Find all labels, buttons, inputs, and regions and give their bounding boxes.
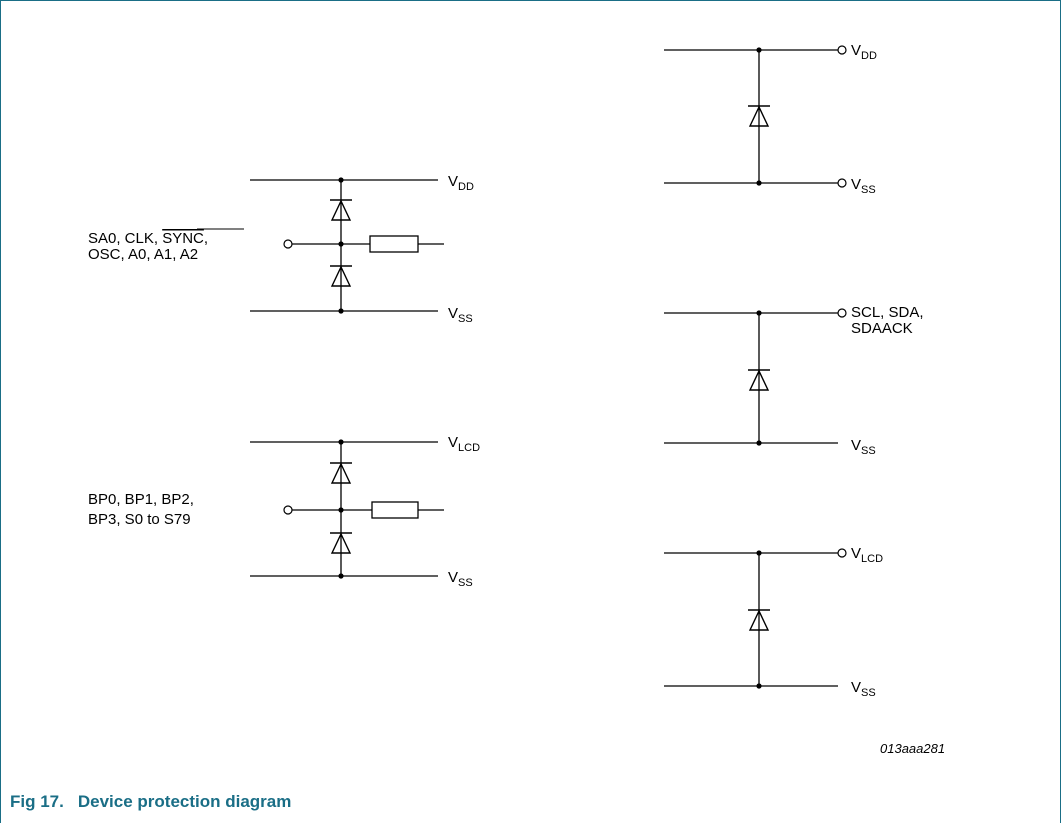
- input-label-line1: SA0, CLK, SYNC,: [88, 230, 208, 247]
- label-vdd: VDD: [448, 173, 474, 193]
- label-vss: VSS: [448, 305, 473, 325]
- terminal: [837, 178, 847, 188]
- circuit-5: VLCD VSS: [664, 545, 883, 699]
- circuit-1: VDD VSS SA0, CLK, SYNC, OSC, A0, A1, A2: [88, 173, 474, 325]
- label-vlcd: VLCD: [851, 545, 883, 565]
- label-signal-line2: SDAACK: [851, 320, 913, 337]
- label-vss: VSS: [851, 679, 876, 699]
- figure-caption: Fig 17. Device protection diagram: [10, 792, 291, 812]
- label-vdd: VDD: [851, 42, 877, 62]
- input-label-line1: BP0, BP1, BP2,: [88, 491, 194, 508]
- input-label-line2: BP3, S0 to S79: [88, 511, 191, 528]
- resistor: [369, 235, 419, 253]
- label-vss: VSS: [448, 569, 473, 589]
- circuit-3: VDD VSS: [664, 42, 877, 196]
- terminal: [837, 548, 847, 558]
- circuit-2: VLCD VSS BP0, BP1, BP2, BP3, S0 to S79: [88, 434, 480, 589]
- figure-reference-code: 013aaa281: [880, 741, 945, 756]
- label-vss: VSS: [851, 437, 876, 457]
- terminal: [837, 308, 847, 318]
- figure-number: Fig 17.: [10, 792, 64, 811]
- figure-title: Device protection diagram: [77, 792, 292, 811]
- label-vlcd: VLCD: [448, 434, 480, 454]
- resistor: [371, 501, 419, 519]
- input-label-line2: OSC, A0, A1, A2: [88, 246, 198, 263]
- label-vss: VSS: [851, 176, 876, 196]
- input-terminal: [283, 239, 293, 249]
- circuit-4: SCL, SDA, SDAACK VSS: [664, 304, 924, 457]
- label-signal-line1: SCL, SDA,: [851, 304, 924, 321]
- terminal: [837, 45, 847, 55]
- input-terminal: [283, 505, 293, 515]
